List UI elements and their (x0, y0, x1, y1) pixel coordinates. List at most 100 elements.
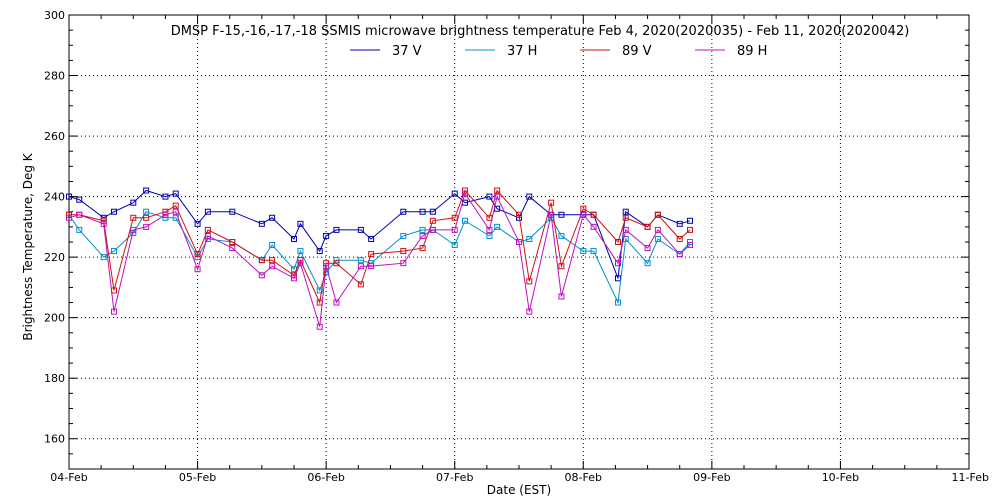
data-point (357, 226, 364, 233)
x-tick-label: 10-Feb (822, 471, 859, 484)
y-tick-label: 240 (44, 191, 65, 204)
data-point (100, 214, 107, 221)
data-point (357, 257, 364, 264)
data-point (486, 226, 493, 233)
x-tick-label: 05-Feb (179, 471, 216, 484)
data-point (654, 211, 661, 218)
data-point (194, 220, 201, 227)
data-point (526, 235, 533, 242)
data-point (548, 199, 555, 206)
data-point (558, 232, 565, 239)
data-point (269, 257, 276, 264)
data-point (615, 239, 621, 245)
data-point (676, 220, 683, 227)
data-point (76, 196, 83, 203)
data-point (111, 248, 117, 255)
data-point (333, 299, 340, 306)
data-point (204, 232, 211, 239)
series-89-h (66, 190, 693, 330)
y-tick-label: 160 (44, 433, 65, 446)
data-point (580, 211, 587, 218)
data-point (357, 281, 364, 288)
data-point (654, 235, 661, 242)
data-point (676, 235, 683, 242)
x-tick-label: 11-Feb (952, 471, 989, 484)
series-line (68, 192, 691, 327)
data-point (419, 226, 426, 233)
data-point (269, 242, 276, 249)
data-point (368, 260, 375, 267)
data-point (143, 223, 150, 230)
legend: 37 V 37 H 89 V 89 H (350, 44, 767, 59)
data-point (333, 226, 340, 233)
data-point (494, 223, 501, 230)
data-point (676, 251, 683, 258)
data-point (580, 205, 587, 212)
data-point (172, 202, 179, 209)
data-point (162, 211, 169, 218)
data-point (258, 272, 265, 279)
data-point (590, 248, 597, 255)
data-point (323, 260, 330, 267)
data-point (143, 214, 150, 221)
data-point (229, 245, 236, 252)
data-point (400, 232, 407, 239)
data-point (66, 193, 72, 200)
data-point (615, 299, 621, 306)
data-point (687, 242, 693, 249)
data-point (526, 278, 533, 285)
data-point (590, 211, 597, 218)
data-point (172, 208, 179, 215)
data-point (451, 214, 458, 221)
data-point (291, 275, 297, 282)
data-point (229, 208, 236, 215)
data-point (400, 248, 407, 255)
data-point (516, 211, 522, 218)
data-point (419, 245, 426, 252)
data-point (297, 220, 304, 227)
data-point (687, 217, 693, 224)
data-point (269, 214, 276, 221)
series-line (69, 189, 691, 305)
y-tick-label: 300 (44, 9, 65, 22)
data-point (76, 226, 83, 233)
data-point (316, 323, 323, 330)
data-point (486, 193, 493, 200)
data-point (494, 187, 501, 194)
series-line (68, 211, 691, 305)
data-point (622, 214, 629, 221)
chart-title: DMSP F-15,-16,-17,-18 SSMIS microwave br… (171, 24, 910, 39)
data-point (258, 257, 265, 264)
data-point (66, 211, 72, 218)
data-point (558, 293, 565, 300)
data-point (429, 217, 436, 224)
y-tick-label: 180 (44, 372, 65, 385)
y-tick-label: 260 (44, 130, 65, 143)
data-point (368, 235, 375, 242)
data-point (486, 232, 493, 239)
y-tick-label: 280 (44, 70, 65, 83)
data-point (654, 226, 661, 233)
data-point (357, 263, 364, 270)
data-point (644, 245, 651, 252)
data-point (269, 263, 276, 270)
data-point (204, 208, 211, 215)
data-point (462, 190, 468, 197)
data-point (580, 248, 587, 255)
data-point (615, 260, 621, 267)
x-tick-label: 06-Feb (307, 471, 344, 484)
x-axis-label: Date (EST) (487, 483, 551, 497)
x-tick-label: 04-Feb (50, 471, 87, 484)
data-point (323, 263, 330, 270)
data-point (419, 208, 426, 215)
data-point (368, 251, 375, 258)
data-point (516, 239, 522, 245)
data-point (76, 211, 83, 218)
data-point (590, 223, 597, 230)
data-point (462, 217, 468, 224)
legend-label: 89 H (737, 44, 767, 59)
data-point (66, 214, 72, 221)
legend-label: 37 H (507, 44, 537, 59)
series-89-v (66, 187, 693, 306)
data-point (194, 266, 201, 273)
